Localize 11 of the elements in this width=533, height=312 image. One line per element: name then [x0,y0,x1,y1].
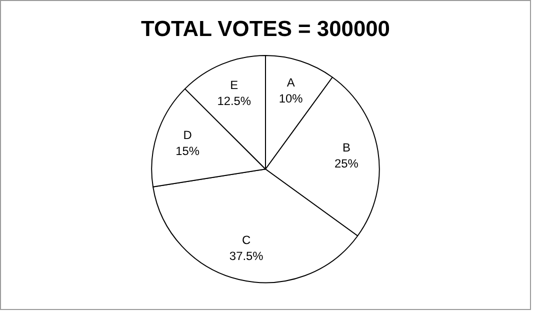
slice-label: B [342,140,351,155]
slice-label: A [286,76,295,90]
data-label: 25% [334,156,359,171]
data-label: 10% [278,92,304,106]
slice-label: D [183,128,192,142]
data-label: 37.5% [229,248,264,263]
slice-label: E [230,78,238,92]
chart-title: TOTAL VOTES = 300000 [141,16,390,42]
data-label: 15% [176,144,200,158]
data-label: 12.5% [217,94,252,108]
slice-label: C [242,232,252,247]
